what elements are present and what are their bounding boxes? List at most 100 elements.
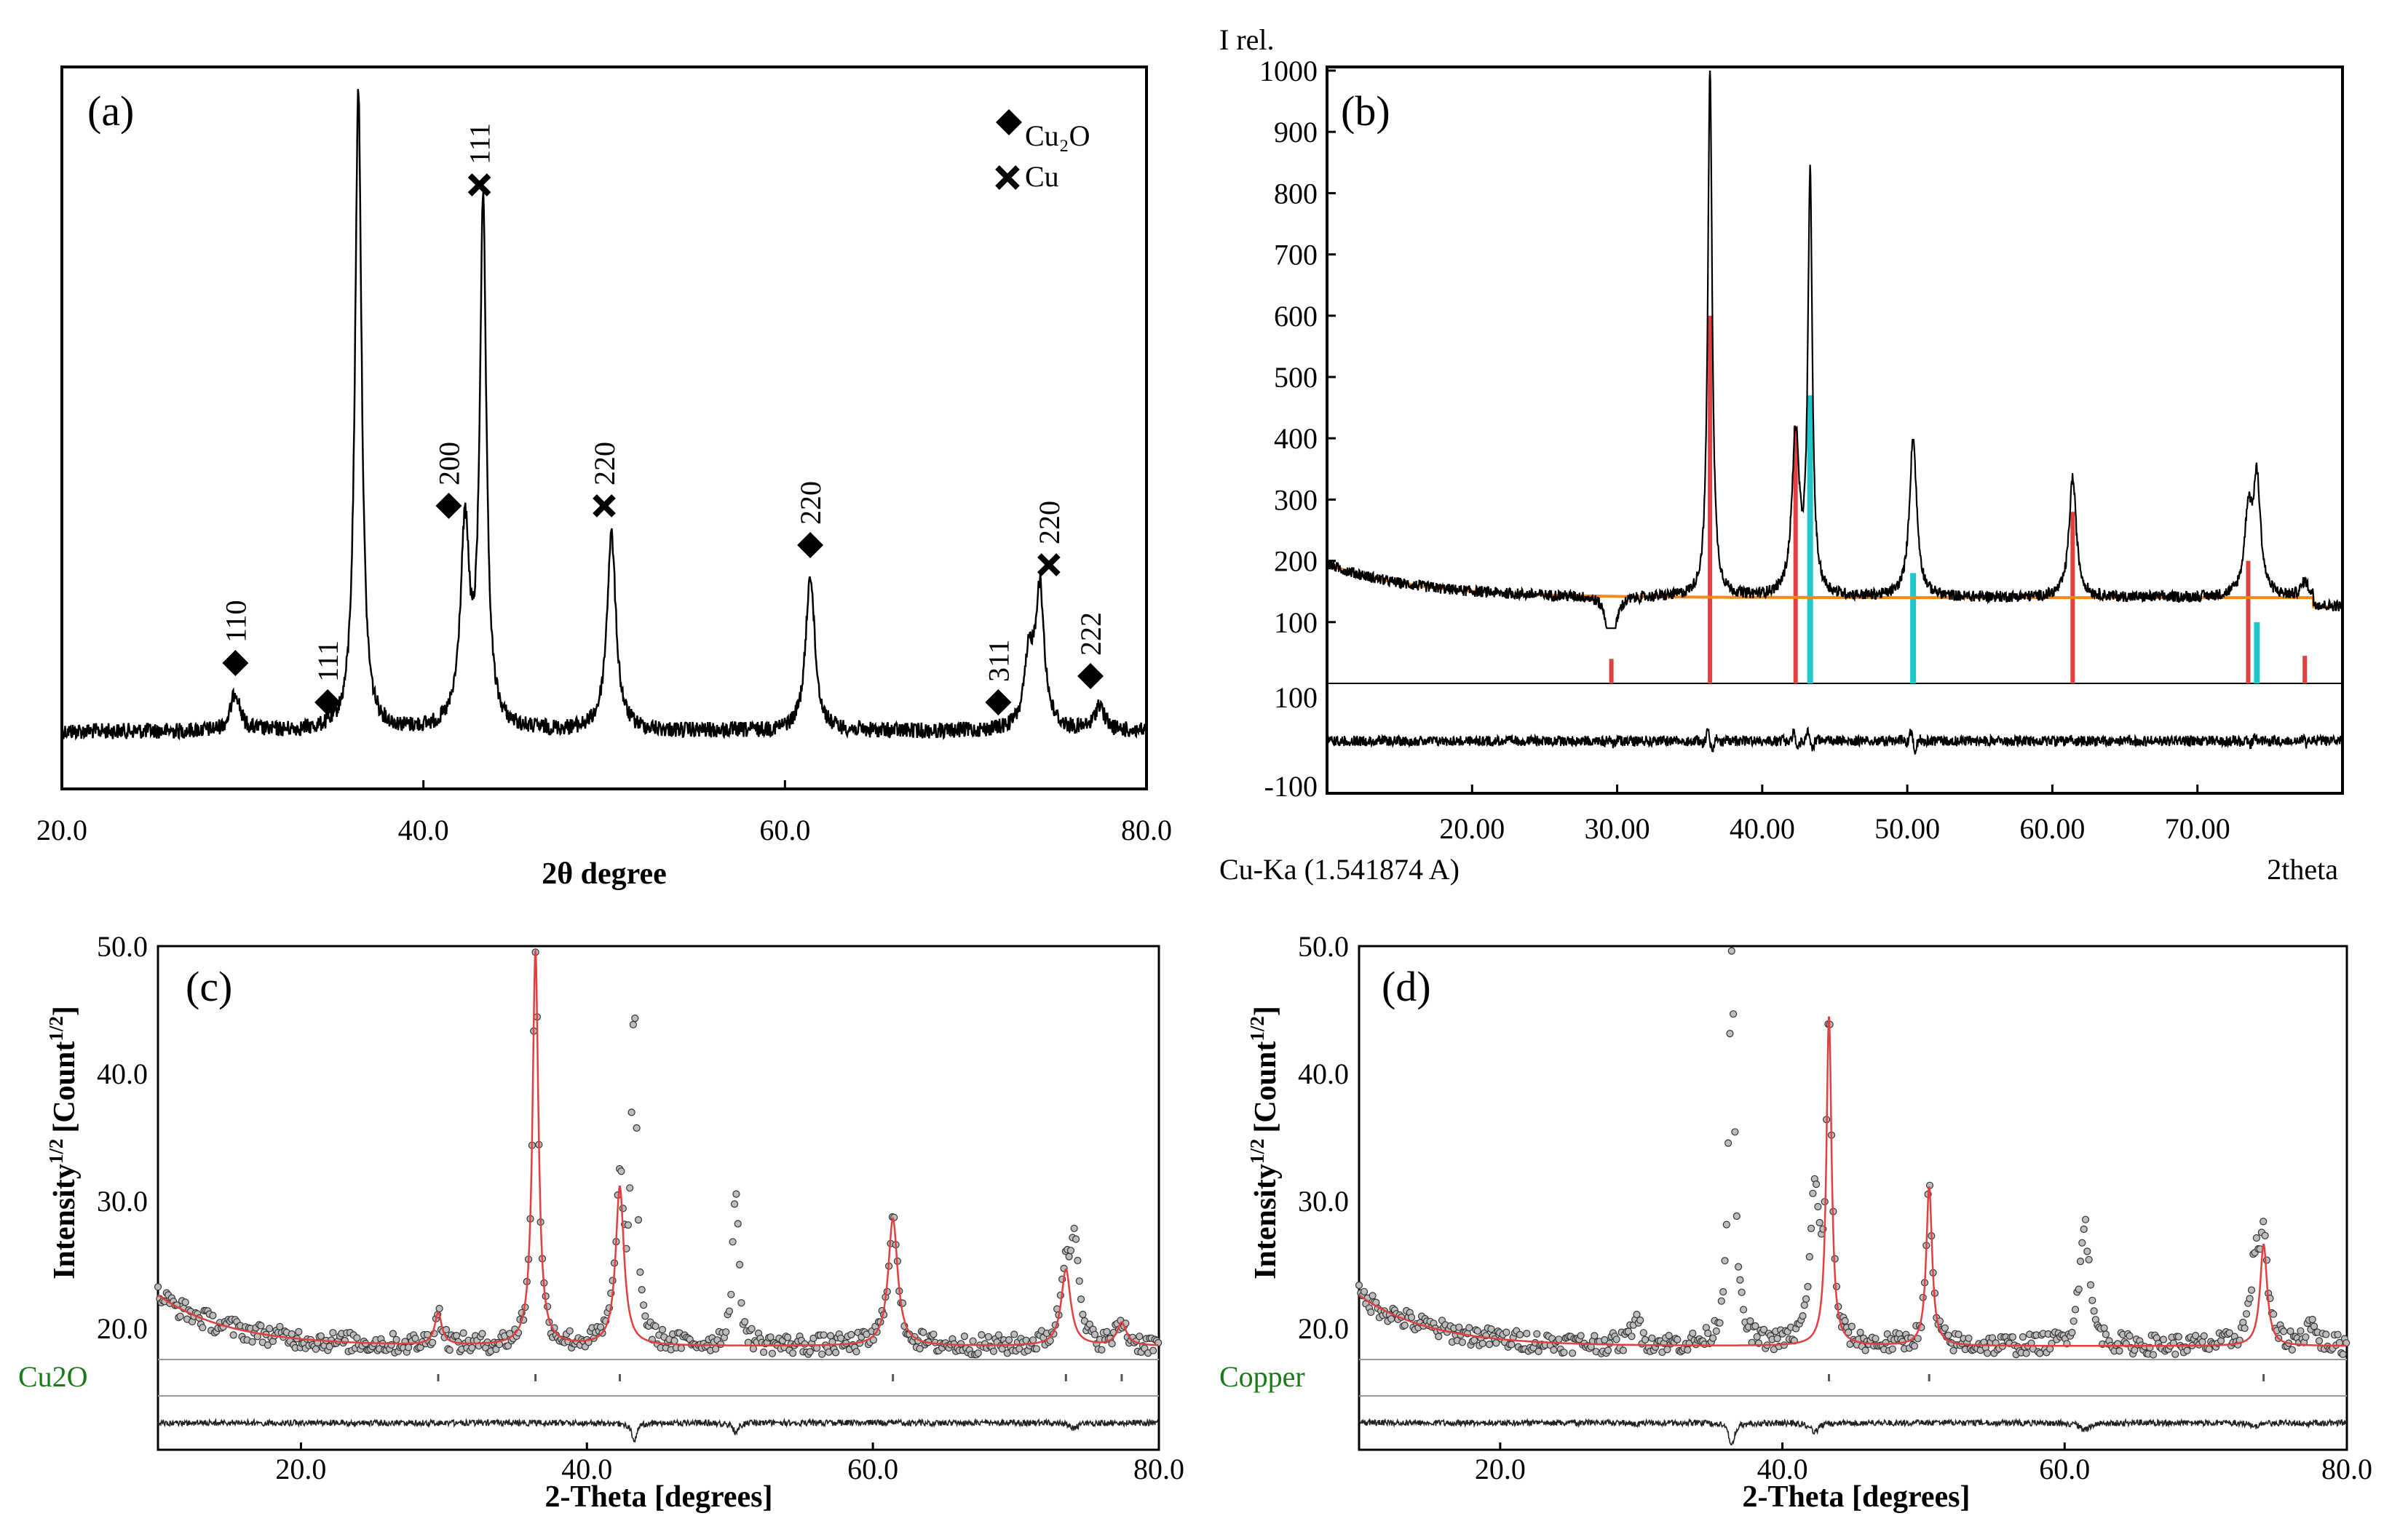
observed-point: [2334, 1330, 2342, 1338]
observed-point: [1709, 1334, 1717, 1342]
observed-point: [737, 1299, 745, 1307]
observed-point: [783, 1333, 792, 1341]
observed-point: [1523, 1330, 1531, 1338]
observed-point: [1470, 1336, 1478, 1344]
observed-point: [2076, 1257, 2085, 1266]
peak-hkl-label: 220: [1033, 501, 1066, 544]
observed-point: [727, 1290, 735, 1298]
reference-bar-cu2o: [2302, 656, 2308, 683]
x-tick-label: 80.0: [2321, 1453, 2372, 1485]
observed-point: [2085, 1255, 2093, 1263]
observed-point: [1473, 1327, 1481, 1335]
observed-point: [2247, 1286, 2256, 1294]
observed-point: [1066, 1247, 1075, 1255]
observed-point: [1465, 1324, 1473, 1332]
observed-point: [1716, 1319, 1724, 1327]
observed-point: [1633, 1310, 1641, 1319]
diff-tick-label: 100: [1274, 681, 1318, 714]
observed-point: [1015, 1345, 1023, 1353]
panel-c: (c) 50.0 40.0 30.0 20.0 20.0 40.0 60.0 80.0 2-…: [18, 930, 1184, 1514]
legend-cross-icon: [995, 165, 1020, 190]
panel-d-x-ticks: 20.0 40.0 60.0 80.0: [1475, 1442, 2372, 1485]
observed-point: [411, 1334, 419, 1343]
peak-hkl-label: 200: [432, 442, 465, 485]
observed-point: [2080, 1225, 2088, 1234]
observed-point: [404, 1343, 413, 1352]
legend-cu2o-text: Cu₂O: [1025, 119, 1090, 152]
observed-point: [1098, 1346, 1106, 1354]
observed-point: [1533, 1330, 1541, 1338]
observed-point: [435, 1304, 443, 1313]
observed-point: [1639, 1329, 1647, 1337]
observed-point: [1815, 1218, 1823, 1227]
observed-point: [2131, 1346, 2139, 1354]
observed-point: [2008, 1333, 2016, 1341]
panel-c-x-ticks: 20.0 40.0 60.0 80.0: [275, 1442, 1184, 1485]
observed-point: [2102, 1330, 2110, 1338]
peak-hkl-label: 111: [312, 640, 344, 682]
observed-point: [1861, 1346, 1869, 1354]
observed-point: [1010, 1330, 1018, 1338]
observed-point: [1079, 1310, 1087, 1319]
observed-point: [1569, 1349, 1577, 1357]
observed-point: [1719, 1287, 1727, 1296]
observed-point: [2308, 1315, 2316, 1324]
observed-point: [1516, 1330, 1524, 1339]
y-tick-label: 700: [1274, 239, 1318, 271]
x-tick-label: 40.00: [1730, 812, 1795, 845]
panel-d-x-axis-label: 2-Theta [degrees]: [1743, 1480, 1971, 1514]
peak-hkl-label: 222: [1074, 612, 1107, 656]
observed-point: [729, 1238, 737, 1246]
difference-curve: [1326, 726, 2343, 755]
x-tick-label: 80.0: [1121, 814, 1172, 846]
observed-point: [826, 1332, 835, 1340]
y-tick-label: 50.0: [97, 930, 148, 963]
difference-curve: [157, 1417, 1159, 1442]
observed-point: [2100, 1324, 2108, 1332]
panel-d-series: [1355, 947, 2351, 1359]
x-tick-label: 20.0: [1475, 1453, 1526, 1485]
observed-point: [2261, 1231, 2269, 1239]
observed-point: [1856, 1328, 1864, 1336]
calculated-fit-line: [1358, 1016, 2347, 1347]
observed-point: [1636, 1316, 1644, 1325]
observed-point: [1799, 1311, 1807, 1320]
observed-point: [2088, 1296, 2096, 1304]
y-tick-label: 20.0: [1298, 1312, 1349, 1345]
observed-point: [2078, 1239, 2086, 1247]
panel-d-fit: [1358, 1016, 2347, 1347]
observed-point: [2075, 1285, 2083, 1293]
y-tick-label: 300: [1274, 483, 1318, 516]
panel-c-reflection-marks: [437, 1374, 1123, 1381]
peak-diamond-icon: [222, 650, 249, 676]
observed-point: [1740, 1306, 1748, 1314]
y-tick-label: 20.0: [97, 1312, 148, 1345]
observed-point: [969, 1337, 977, 1345]
panel-b-y-ticks: 1000 900 800 700 600 500 400 300 200 100 100 -100: [1259, 55, 1336, 803]
peak-cross-icon: [467, 173, 491, 197]
observed-point: [1080, 1317, 1089, 1325]
observed-point: [818, 1350, 826, 1358]
y-tick-label: 30.0: [97, 1185, 148, 1218]
observed-point: [916, 1344, 924, 1353]
observed-point: [1103, 1327, 1111, 1336]
observed-point: [1914, 1335, 1922, 1343]
observed-point: [1560, 1349, 1568, 1357]
reference-bar-cu: [1910, 573, 1917, 683]
observed-point: [1848, 1322, 1856, 1330]
observed-point: [2242, 1310, 2251, 1318]
observed-point: [1965, 1334, 1973, 1342]
observed-point: [2083, 1247, 2091, 1255]
panel-d-reflection-marks: [1828, 1374, 2265, 1381]
panel-b: I rel. (b) 10009008007006005004003002001…: [1219, 23, 2344, 886]
peak-diamond-icon: [314, 689, 341, 715]
observed-point: [2159, 1335, 2168, 1343]
observed-point: [735, 1261, 744, 1269]
observed-point: [1944, 1331, 1952, 1339]
observed-point: [759, 1348, 768, 1357]
x-tick-label: 30.00: [1585, 812, 1650, 845]
peak-hkl-label: 220: [794, 481, 827, 525]
y-tick-label: 500: [1274, 361, 1318, 394]
observed-point: [1802, 1295, 1810, 1303]
